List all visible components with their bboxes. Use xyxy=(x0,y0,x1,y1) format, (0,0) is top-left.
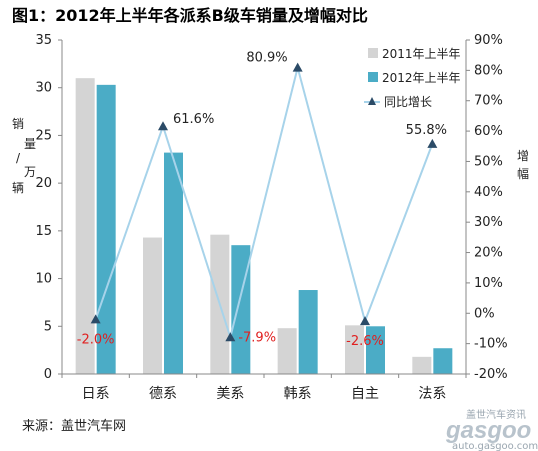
category-label: 美系 xyxy=(216,386,244,402)
growth-marker xyxy=(90,314,101,324)
growth-marker xyxy=(292,62,303,72)
y2-tick-label: 50% xyxy=(474,154,503,169)
growth-marker xyxy=(360,316,370,326)
y-axis-title-char: / xyxy=(16,151,21,165)
y-tick-label: 35 xyxy=(35,33,52,48)
category-label: 日系 xyxy=(82,386,110,402)
legend-label-growth: 同比增长 xyxy=(384,95,432,109)
y2-tick-label: 80% xyxy=(474,63,503,78)
watermark-line2: auto.gasgoo.com xyxy=(452,441,538,451)
y2-axis-title-char: 增 xyxy=(517,149,529,163)
y2-tick-label: 10% xyxy=(474,276,503,291)
growth-data-label: -2.0% xyxy=(77,332,115,347)
y2-tick-label: 90% xyxy=(474,33,503,48)
y-tick-label: 30 xyxy=(35,81,52,96)
y-tick-label: 10 xyxy=(35,272,52,287)
y2-tick-label: -20% xyxy=(474,367,508,382)
y2-tick-label: 20% xyxy=(474,246,503,261)
y-tick-label: 5 xyxy=(44,319,52,334)
category-label: 自主 xyxy=(351,386,379,402)
category-label: 韩系 xyxy=(284,386,312,402)
y2-tick-label: 30% xyxy=(474,215,503,230)
legend-label-2012: 2012年上半年 xyxy=(382,71,461,85)
bar-2012 xyxy=(298,290,318,374)
growth-line xyxy=(94,67,434,341)
y2-tick-label: 60% xyxy=(474,124,503,139)
category-label: 法系 xyxy=(418,386,446,402)
bar-2012 xyxy=(96,84,116,374)
bar-2012 xyxy=(164,152,183,374)
bar-2011 xyxy=(277,328,297,374)
bar-2011 xyxy=(75,78,95,375)
gasgoo-watermark: 盖世汽车资讯 gasgoo auto.gasgoo.com xyxy=(445,408,538,451)
watermark-brand: gasgoo xyxy=(445,417,531,444)
y-tick-label: 25 xyxy=(35,128,52,143)
chart-title: 图1：2012年上半年各派系B级车销量及增幅对比 xyxy=(12,6,368,25)
growth-marker xyxy=(158,121,168,131)
y2-tick-label: -10% xyxy=(474,337,508,352)
bar-2012 xyxy=(433,348,453,374)
growth-data-label: 55.8% xyxy=(406,123,447,138)
bar-2012 xyxy=(366,326,385,374)
legend-marker-growth xyxy=(368,97,376,105)
growth-data-label: -7.9% xyxy=(238,330,276,345)
y2-tick-label: 70% xyxy=(474,94,503,109)
y-tick-label: 15 xyxy=(35,224,52,239)
y-tick-label: 0 xyxy=(44,367,52,382)
y-axis-title-char: 销 xyxy=(12,117,24,131)
category-label: 德系 xyxy=(149,386,177,402)
y2-tick-label: 0% xyxy=(474,306,495,321)
legend-label-2011: 2011年上半年 xyxy=(382,47,461,61)
y-axis-title-char: 辆 xyxy=(12,181,24,195)
bar-2011 xyxy=(412,356,432,374)
growth-data-label: -2.6% xyxy=(346,334,384,349)
legend-swatch-2012 xyxy=(368,72,378,82)
bar-2011 xyxy=(143,237,162,374)
source-note: 来源：盖世汽车网 xyxy=(22,418,126,434)
growth-line-layer: -2.0% 61.6% -7.9% 80.9% -2.6% 55.8% xyxy=(77,51,447,350)
growth-data-label: 61.6% xyxy=(173,112,214,127)
axis-titles: 销量/万辆 增幅 xyxy=(12,117,529,195)
watermark-line1: 盖世汽车资讯 xyxy=(466,408,526,421)
y-axis-title-char: 量 xyxy=(24,137,36,151)
growth-data-label: 80.9% xyxy=(246,51,287,66)
y2-tick-label: 40% xyxy=(474,185,503,200)
growth-marker xyxy=(427,138,438,148)
legend-swatch-2011 xyxy=(368,48,378,58)
axes-layer: 0 5 10 15 20 25 30 35 -20% -10% 0% 10% 20% 30% 40% 50% 6… xyxy=(35,33,507,402)
y2-axis-title-char: 幅 xyxy=(517,166,529,181)
y-axis-title-char: 万 xyxy=(24,165,36,179)
y-tick-label: 20 xyxy=(35,176,52,191)
bar-2011 xyxy=(345,325,364,374)
growth-marker xyxy=(225,332,236,342)
